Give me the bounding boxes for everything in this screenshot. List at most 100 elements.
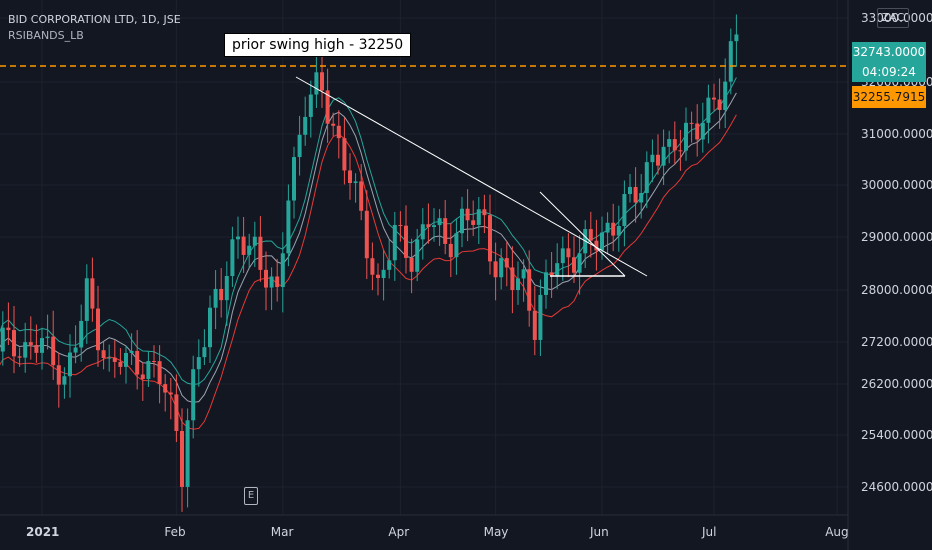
candle-body — [241, 236, 246, 255]
candle-body — [303, 116, 308, 135]
candle-body — [90, 278, 95, 309]
candle-body — [504, 258, 509, 268]
candle-body — [555, 263, 560, 276]
candle-body — [622, 194, 627, 226]
candle-body — [420, 224, 425, 240]
candle-body — [538, 294, 543, 340]
candle-body — [443, 218, 448, 244]
y-tick-label: 25400.0000 — [861, 428, 932, 442]
candle-body — [56, 365, 61, 385]
candle-body — [157, 361, 162, 385]
drawings — [0, 65, 848, 277]
candle-body — [706, 97, 711, 123]
annotation-label[interactable]: prior swing high - 32250 — [224, 33, 412, 57]
x-tick-label: May — [484, 525, 509, 539]
candle-body — [17, 356, 22, 358]
y-tick-label: 24600.0000 — [861, 480, 932, 494]
candle-body — [717, 99, 722, 110]
y-tick-label: 27200.0000 — [861, 335, 932, 349]
candle-body — [275, 276, 280, 288]
candle-body — [728, 41, 733, 82]
candle-body — [152, 361, 156, 363]
x-tick-label: 2021 — [26, 525, 59, 539]
candle-body — [544, 272, 548, 295]
candle-body — [600, 232, 604, 251]
candle-body — [605, 222, 610, 233]
candle-body — [196, 357, 201, 370]
candle-body — [336, 125, 341, 139]
candle-body — [572, 257, 576, 273]
candle-body — [667, 139, 672, 147]
candle-body — [432, 225, 436, 228]
candle-body — [12, 330, 16, 357]
candle-body — [101, 350, 106, 359]
candle-body — [560, 248, 565, 264]
candle-body — [510, 267, 515, 291]
candle-body — [616, 225, 621, 236]
candle-body — [6, 327, 11, 331]
candle-body — [51, 336, 56, 366]
candle-body — [107, 357, 112, 359]
x-tick-label: Apr — [388, 525, 409, 539]
candle-body — [700, 122, 705, 140]
candle-body — [34, 344, 39, 353]
candle-body — [611, 222, 616, 236]
earnings-event-marker[interactable]: E — [244, 487, 258, 505]
candle-body — [471, 220, 476, 225]
candle-body — [286, 200, 291, 254]
x-tick-label: Jul — [701, 525, 716, 539]
candle-body — [650, 154, 655, 163]
candle-body — [40, 338, 44, 353]
candle-body — [628, 186, 632, 195]
level-price-tag: 32255.7915 — [852, 86, 926, 108]
candle-body — [292, 157, 296, 201]
candle-body — [527, 269, 532, 311]
indicator-label[interactable]: RSIBANDS_LB — [8, 29, 84, 42]
candle-body — [280, 253, 285, 288]
x-tick-label: Aug — [825, 525, 848, 539]
candle-body — [448, 243, 453, 258]
candle-body — [426, 224, 431, 228]
candle-body — [23, 342, 28, 358]
candle-body — [460, 208, 464, 234]
candle-body — [135, 350, 140, 375]
candle-body — [320, 72, 324, 91]
candle-body — [230, 239, 235, 277]
candle-body — [264, 269, 268, 288]
candle-body — [689, 122, 694, 124]
candle-body — [331, 123, 336, 126]
candle-body — [219, 288, 224, 301]
candle-body — [521, 269, 526, 279]
descending-trendline — [295, 76, 648, 277]
chart-title: BID CORPORATION LTD, 1D, JSE — [8, 13, 181, 26]
candle-body — [482, 209, 487, 216]
candle-body — [437, 218, 442, 226]
candle-body — [140, 374, 145, 379]
candle-body — [45, 336, 50, 339]
candle-body — [213, 288, 218, 308]
candle-body — [247, 245, 252, 255]
candle-body — [695, 123, 700, 140]
x-tick-label: Mar — [271, 525, 294, 539]
candle-body — [84, 278, 89, 321]
last-price-tag: 32743.0000 04:09:24 — [852, 42, 926, 82]
candle-body — [734, 34, 739, 42]
candle-body — [398, 224, 403, 226]
candle-body — [516, 278, 520, 291]
y-tick-label: 28000.0000 — [861, 283, 932, 297]
candle-body — [532, 310, 537, 340]
candle-body — [684, 122, 688, 151]
candle-body — [314, 72, 319, 95]
candle-body — [723, 81, 728, 110]
y-tick-label: 29000.0000 — [861, 230, 932, 244]
candle-body — [633, 186, 638, 203]
grid-lines — [0, 0, 848, 515]
flag-trendline — [539, 191, 626, 277]
candle-body — [387, 260, 392, 270]
currency-badge[interactable]: ZAC — [877, 8, 909, 28]
y-tick-label: 31000.0000 — [861, 127, 932, 141]
candle-body — [62, 376, 67, 385]
